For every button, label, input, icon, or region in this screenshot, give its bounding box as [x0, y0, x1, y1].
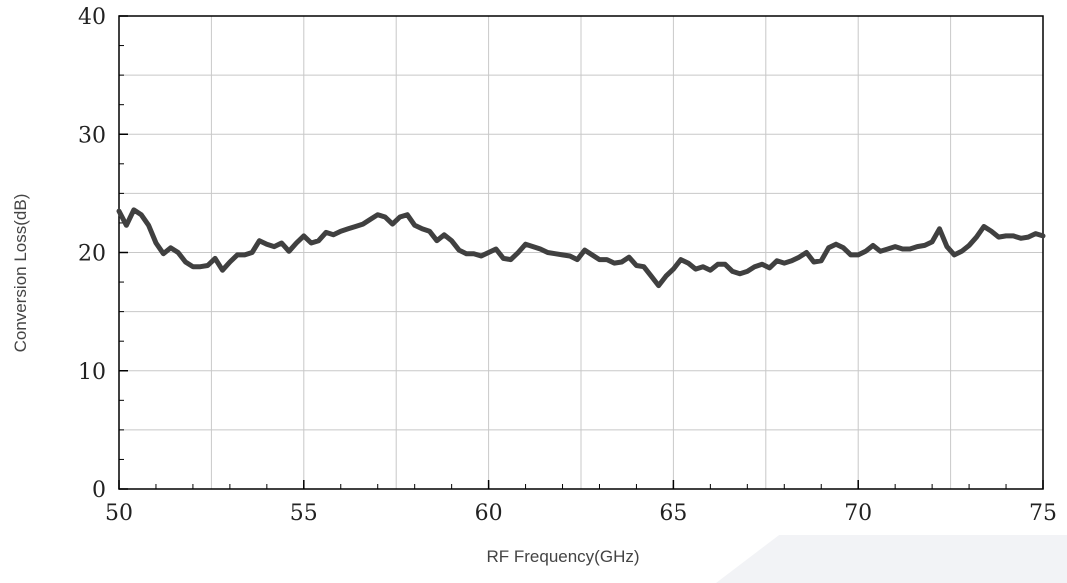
- x-axis-label: RF Frequency(GHz): [486, 547, 640, 566]
- series-line: [116, 207, 1046, 289]
- x-tick-label: 75: [1029, 501, 1057, 526]
- x-tick-label: 65: [659, 501, 687, 526]
- x-tick-label: 55: [290, 501, 318, 526]
- y-tick-label: 10: [78, 360, 106, 385]
- y-tick-label: 40: [78, 5, 106, 30]
- background-decoration: [716, 535, 1067, 583]
- y-tick-label: 20: [78, 242, 106, 267]
- x-tick-label: 60: [475, 501, 503, 526]
- x-tick-label: 70: [844, 501, 872, 526]
- y-axis-label: Conversion Loss(dB): [11, 193, 30, 353]
- x-tick-label: 50: [105, 501, 133, 526]
- y-tick-label: 0: [92, 478, 106, 503]
- y-tick-label: 30: [78, 123, 106, 148]
